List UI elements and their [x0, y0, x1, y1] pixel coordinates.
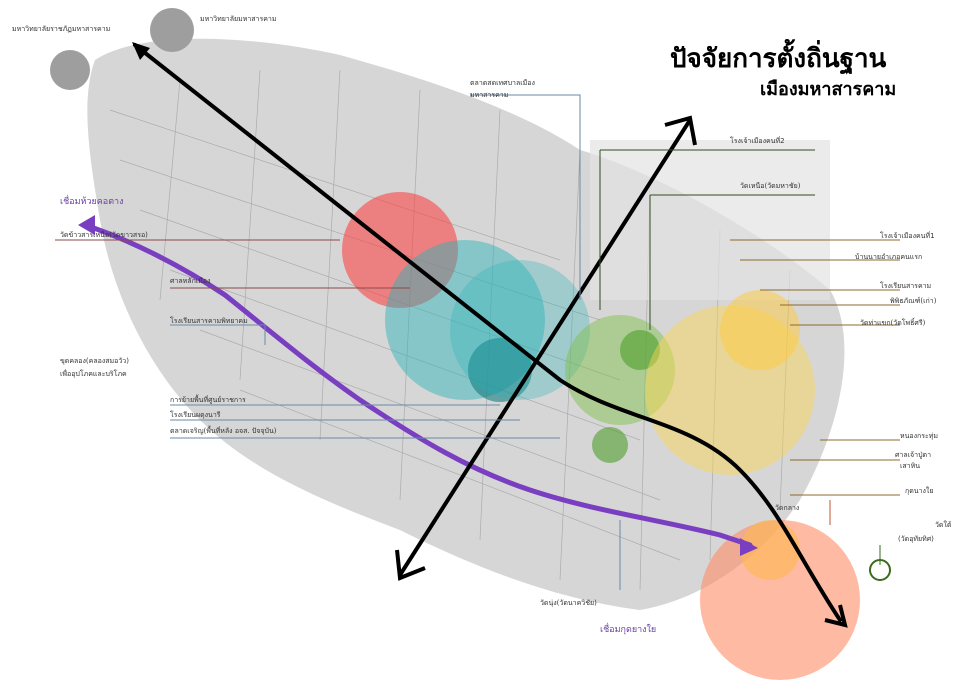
- label-link-huai-kho: เชื่อมห้วยคอตาง: [60, 197, 124, 207]
- label-market-old: ตลาดสดเทศบาลเมือง: [470, 79, 535, 87]
- arrow-sw: [395, 549, 426, 581]
- label-museum: พิพิธภัณฑ์(เก่า): [890, 297, 937, 305]
- cyan-zone-small: [468, 338, 532, 402]
- map-tile-ne: [590, 140, 830, 300]
- black-axis-nw-se: [133, 43, 842, 622]
- label-city-pillar: ศาลหลักเมือง: [170, 277, 211, 285]
- label-canal-2: เพื่ออุปโภคและบริโภค: [60, 370, 127, 378]
- label-school-2: โรงเจ้าเมืองคนที่2: [730, 137, 785, 145]
- page-subtitle: เมืองมหาสารคาม: [760, 79, 897, 100]
- black-axis-sw-ne: [398, 118, 692, 577]
- label-wat-tai-2: (วัดอุทัยทิศ): [898, 535, 934, 543]
- label-nong-krathum: หนองกระทุ่ม: [900, 432, 939, 440]
- orange-zone: [700, 520, 860, 680]
- label-govt-center: การย้ายพื้นที่ศูนย์ราชการ: [170, 396, 246, 404]
- green-zone-3: [592, 427, 628, 463]
- label-wat-nuea: วัดเหนือ(วัดมหาชัย): [740, 182, 801, 190]
- green-zone-2: [620, 330, 660, 370]
- label-wat-khaosamor: วัดข้าวสารเหนือ(วัดขาวสรอ): [60, 231, 148, 239]
- label-wat-tai: วัดใต้: [935, 521, 952, 529]
- label-kut-yang-yai: กุดนางใย: [905, 487, 934, 495]
- univ-rajabhat-marker: [50, 50, 90, 90]
- cyan-zone-lower: [450, 260, 590, 400]
- label-univ-msu: มหาวิทยาลัยมหาสารคาม: [200, 15, 277, 23]
- purple-route: [82, 222, 753, 548]
- label-school-1: โรงเจ้าเมืองคนที่1: [880, 232, 935, 240]
- arrow-nw: [132, 42, 150, 60]
- arrow-ne: [664, 115, 697, 146]
- leader-lines: [55, 94, 900, 590]
- univ-msu-marker: [150, 8, 194, 52]
- orange-zone-small: [740, 520, 800, 580]
- label-shrine: ศาลเจ้าปู่ตา: [895, 451, 932, 459]
- label-shrine-2: เสาหิน: [900, 462, 920, 470]
- yellow-zone-2: [720, 290, 800, 370]
- arrow-se: [824, 604, 848, 628]
- purple-arrow-e: [740, 538, 758, 556]
- label-school-sarakham: โรงเรียนสารคาม: [880, 282, 932, 290]
- label-link-kut-yang-yai: เชื่อมกุดยางใย: [600, 625, 657, 635]
- page-title: ปัจจัยการตั้งถิ่นฐาน: [670, 44, 887, 74]
- label-wat-tha-sok: วัดท่าแขก(วัดโพธิ์ศรี): [860, 319, 926, 327]
- label-wat-klang: วัดกลาง: [775, 504, 800, 512]
- label-market-old-2: มหาสารคาม: [470, 91, 509, 99]
- label-school-phittayakhom: โรงเรียนสารคามพิทยาคม: [170, 317, 248, 325]
- label-school-phadungnaree: โรงเรียนผดุงนารี: [170, 411, 221, 419]
- label-district-chief: บ้านนายอำเภอคนแรก: [855, 253, 923, 261]
- label-univ-rajabhat: มหาวิทยาลัยราชภัฏมหาสารคาม: [12, 25, 111, 33]
- purple-arrow-w: [78, 215, 95, 235]
- label-market-charoen: ตลาดเจริญ(พื้นที่หลัง อจส. ปัจจุบัน): [170, 427, 277, 435]
- label-wat-nong: วัดนุ่ง(วัดนาควิชัย): [540, 599, 597, 607]
- label-canal-1: ขุดคลอง(คลองสมอวัว): [60, 357, 129, 365]
